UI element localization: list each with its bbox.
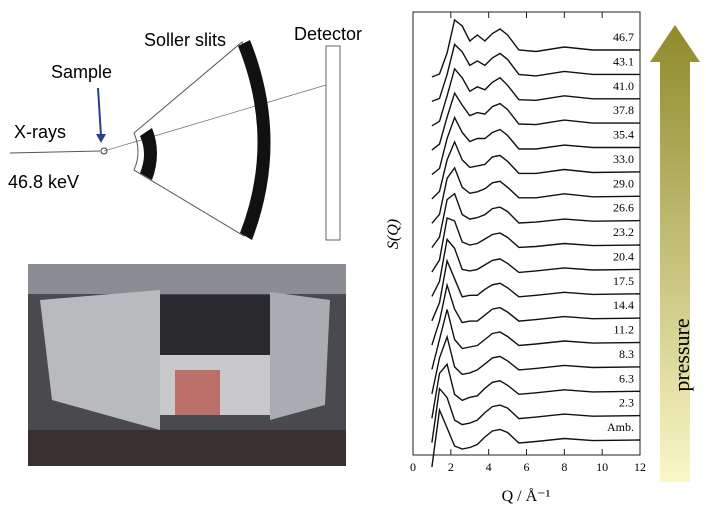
schematic: Soller slits Detector Sample X-rays 46.8…: [8, 24, 362, 241]
sq-curve: [431, 18, 640, 78]
label: Soller slits: [144, 30, 226, 50]
label: Sample: [51, 62, 112, 82]
sq-curve: [431, 282, 641, 346]
inner-slits: [140, 128, 157, 180]
label: Detector: [294, 24, 362, 44]
curve-label: 35.4: [613, 128, 634, 142]
detector: [325, 45, 341, 241]
photo-plate: [40, 290, 160, 430]
x-axis-label: Q / Å⁻¹: [502, 487, 551, 505]
pressure-arrow: [650, 25, 700, 482]
curve-label: Amb.: [607, 420, 634, 434]
curve-label: 6.3: [619, 371, 634, 385]
photo: [28, 264, 346, 466]
sq-curve: [431, 334, 641, 395]
sq-curve: [431, 386, 641, 443]
sq-curve: [431, 217, 641, 273]
sq-curve: [431, 258, 641, 322]
label: X-rays: [14, 122, 66, 142]
sq-curve: [431, 309, 641, 370]
chart: S(Q) Q / Å⁻¹ 0 2 4 6 8 10 12 Amb. 2.3 6.3 8.3 11.2 1…: [385, 11, 646, 505]
photo-reflection: [175, 370, 220, 415]
x-tick-label: 6: [524, 460, 530, 474]
curve-label: 11.2: [613, 323, 634, 337]
curve-label: 23.2: [613, 225, 634, 239]
sq-curve: [431, 166, 641, 224]
sq-curve: [431, 362, 641, 419]
arrow-label: pressure: [669, 318, 694, 391]
curve-label: 8.3: [619, 347, 634, 361]
sq-curve: [431, 91, 640, 151]
outer-slits: [238, 40, 271, 240]
sq-curve: [431, 140, 641, 200]
curve-label: 33.0: [613, 152, 634, 166]
x-tick-label: 10: [596, 460, 608, 474]
x-tick-label: 0: [410, 460, 416, 474]
x-tick-label: 4: [486, 460, 492, 474]
sq-curve: [431, 115, 640, 176]
sample-arrowhead: [96, 134, 106, 143]
beam: [9, 150, 101, 154]
photo-top: [28, 264, 346, 294]
sq-curve: [431, 192, 641, 249]
curve-label: 41.0: [613, 79, 634, 93]
curve-label: 14.4: [613, 298, 634, 312]
curve-label: 2.3: [619, 396, 634, 410]
sq-curve: [431, 67, 640, 127]
sq-curve: [431, 237, 641, 297]
curve-label: 43.1: [613, 54, 634, 68]
photo-plate: [270, 292, 330, 420]
scatter-ray: [103, 84, 327, 152]
curve-label: 46.7: [613, 30, 634, 44]
photo-slits: [160, 295, 270, 355]
x-tick-label: 12: [634, 460, 646, 474]
x-tick-label: 2: [448, 460, 454, 474]
curve-label: 20.4: [613, 249, 634, 263]
sq-curve: [431, 407, 641, 468]
plot-frame: [412, 11, 641, 456]
curve-label: 37.8: [613, 103, 634, 117]
y-axis-label: S(Q): [385, 219, 402, 249]
x-tick-label: 8: [561, 460, 567, 474]
curve-label: 29.0: [613, 176, 634, 190]
label: 46.8 keV: [8, 172, 79, 192]
sample-point: [100, 147, 108, 155]
sq-curve: [431, 43, 640, 103]
photo-base: [28, 430, 346, 466]
sample-arrow: [97, 87, 102, 137]
curve-label: 17.5: [613, 274, 634, 288]
curve-label: 26.6: [613, 201, 634, 215]
